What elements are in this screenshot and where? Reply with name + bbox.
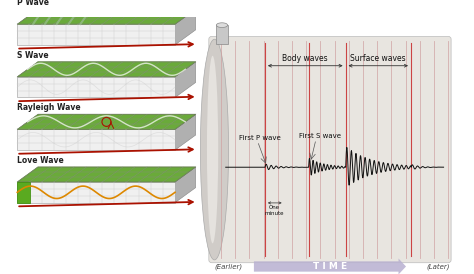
Ellipse shape bbox=[216, 23, 228, 27]
Text: One
minute: One minute bbox=[265, 205, 284, 216]
Text: S Wave: S Wave bbox=[17, 51, 49, 60]
Polygon shape bbox=[175, 167, 196, 203]
Polygon shape bbox=[17, 182, 30, 203]
Text: Rayleigh Wave: Rayleigh Wave bbox=[17, 104, 81, 113]
Text: First S wave: First S wave bbox=[299, 133, 341, 139]
Text: First P wave: First P wave bbox=[238, 135, 281, 141]
Text: T I M E: T I M E bbox=[313, 262, 347, 271]
FancyBboxPatch shape bbox=[209, 36, 451, 263]
Ellipse shape bbox=[207, 56, 218, 243]
Text: (Later): (Later) bbox=[427, 263, 450, 270]
Polygon shape bbox=[17, 9, 196, 24]
Text: Surface waves: Surface waves bbox=[350, 54, 406, 63]
Text: (Earlier): (Earlier) bbox=[214, 263, 243, 270]
Text: Body waves: Body waves bbox=[283, 54, 328, 63]
Polygon shape bbox=[17, 129, 175, 150]
Polygon shape bbox=[17, 77, 175, 98]
Ellipse shape bbox=[201, 39, 228, 260]
Polygon shape bbox=[17, 24, 175, 45]
Polygon shape bbox=[175, 62, 196, 98]
Polygon shape bbox=[17, 182, 175, 203]
Text: P Wave: P Wave bbox=[17, 0, 49, 7]
Bar bbox=[216, 25, 228, 44]
Polygon shape bbox=[17, 114, 196, 129]
Polygon shape bbox=[175, 114, 196, 150]
Polygon shape bbox=[175, 9, 196, 45]
Text: Love Wave: Love Wave bbox=[17, 156, 64, 165]
Polygon shape bbox=[17, 62, 196, 77]
Polygon shape bbox=[254, 258, 406, 274]
Bar bbox=[193, 35, 458, 265]
Polygon shape bbox=[17, 167, 196, 182]
